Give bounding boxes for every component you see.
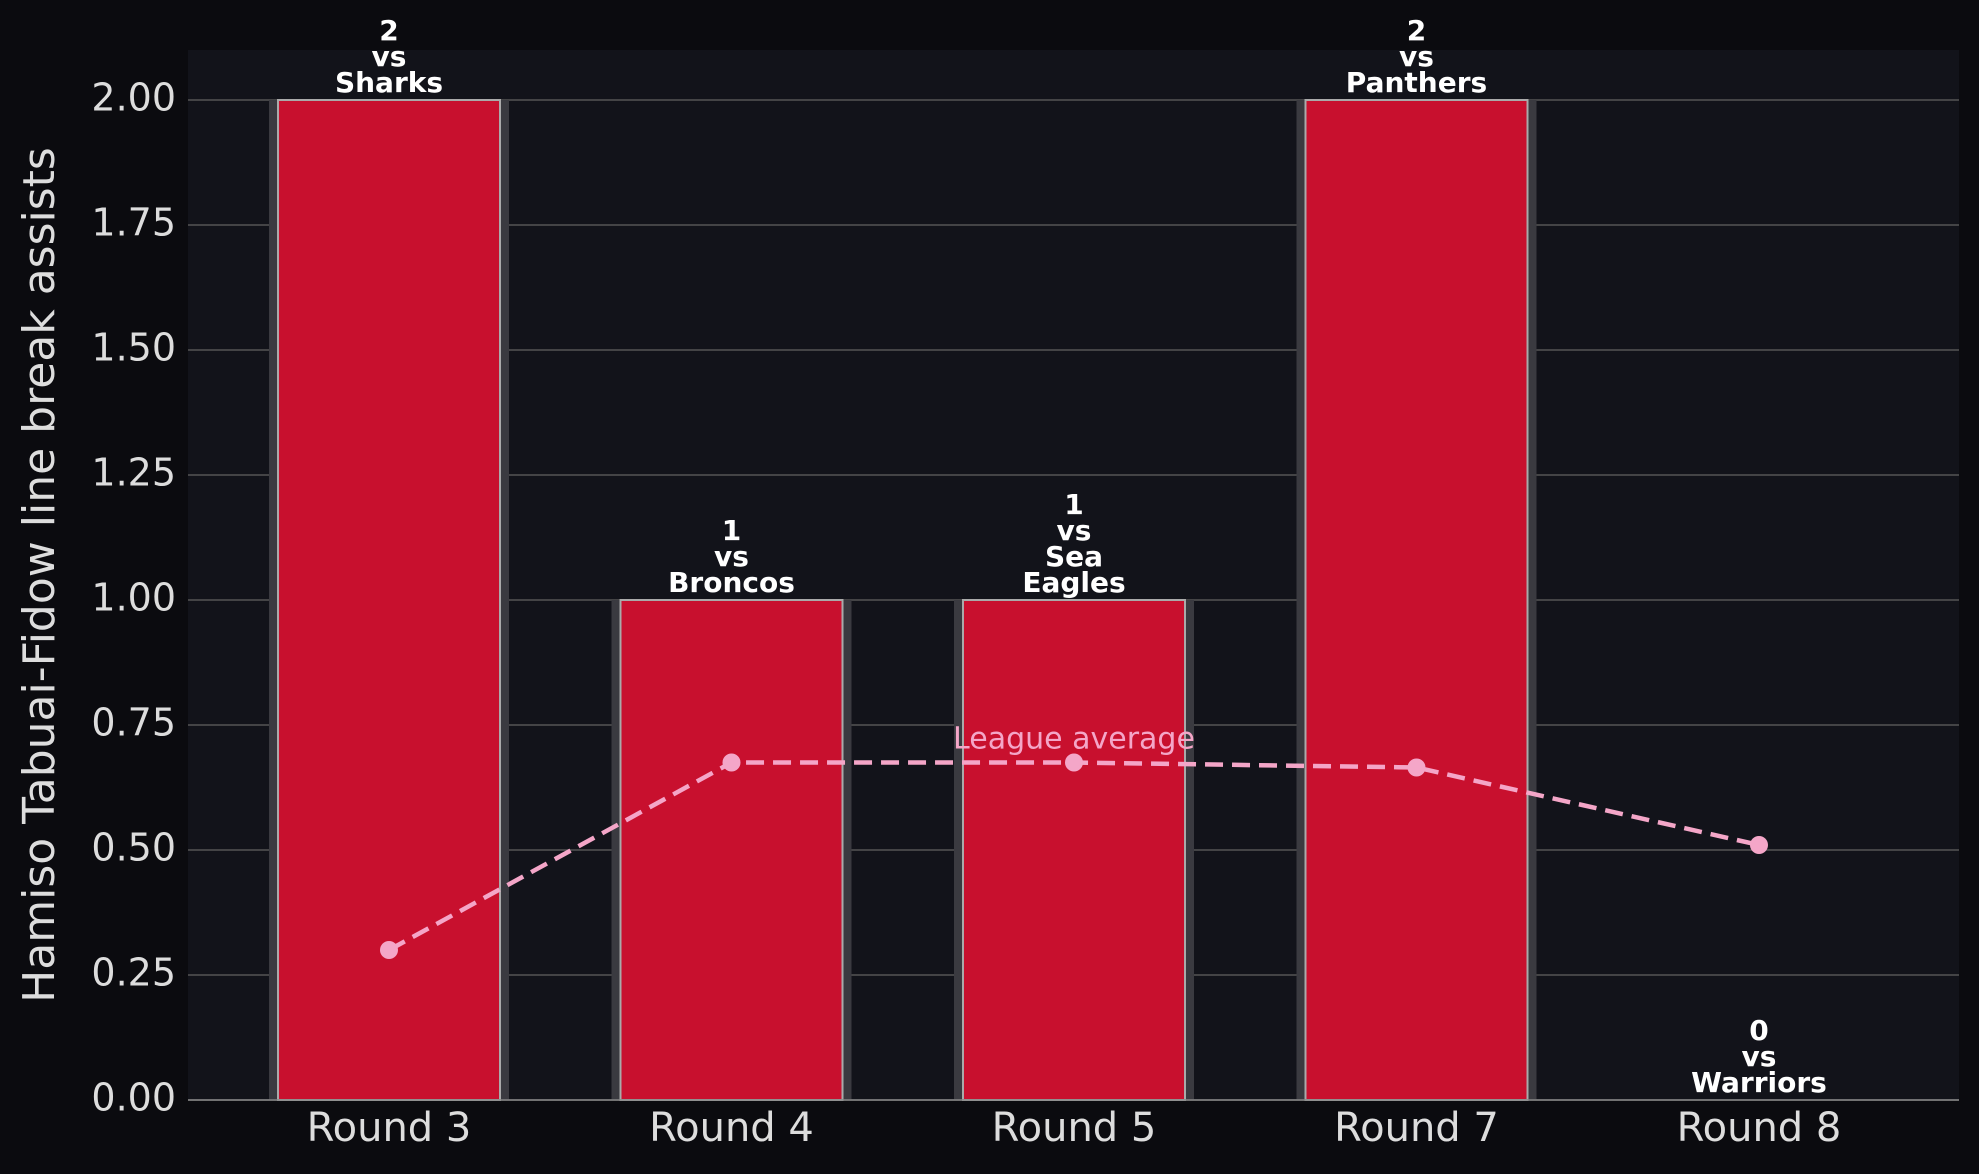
bar [962,599,1186,1101]
average-point [380,941,398,959]
y-tick-label: 1.75 [91,201,176,245]
data-label: 0 [1749,1014,1768,1047]
y-tick-label: 1.50 [91,326,176,370]
data-label: vs [1399,40,1434,73]
data-label: Sea [1045,540,1103,573]
average-point [1750,836,1768,854]
average-point [1065,753,1083,772]
data-label: 1 [1064,488,1083,521]
y-tick-label: 1.00 [91,576,176,620]
x-tick-label: Round 8 [1677,1105,1842,1151]
y-tick-label: 2.00 [91,76,176,120]
bar [277,99,501,1101]
y-tick-label: 0.00 [91,1076,176,1120]
x-tick-label: Round 5 [992,1105,1157,1151]
y-tick-label: 0.50 [91,826,176,870]
data-label: Sharks [335,66,443,99]
data-label: 2 [379,14,398,47]
data-label: vs [1057,514,1092,547]
bar [619,599,844,1101]
data-label: vs [714,540,749,573]
x-tick-label: Round 4 [649,1105,814,1151]
data-label: vs [1742,1040,1777,1073]
data-label: Eagles [1022,566,1125,599]
y-tick-label: 0.25 [91,951,176,995]
data-label: Warriors [1691,1066,1827,1099]
data-label: vs [372,40,407,73]
x-tick-label: Round 7 [1334,1105,1499,1151]
average-point [722,753,741,772]
data-label: 1 [722,514,741,547]
data-label: Broncos [668,566,795,599]
y-tick-label: 0.75 [91,701,176,745]
x-tick-label: Round 3 [307,1105,472,1151]
y-tick-label: 1.25 [91,451,176,495]
y-axis-label: Hamiso Tabuai-Fidow line break assists [14,147,65,1003]
bar [1304,99,1529,1101]
average-label: League average [953,722,1195,757]
average-point [1407,758,1426,777]
data-label: 2 [1407,14,1426,47]
data-label: Panthers [1346,66,1487,99]
